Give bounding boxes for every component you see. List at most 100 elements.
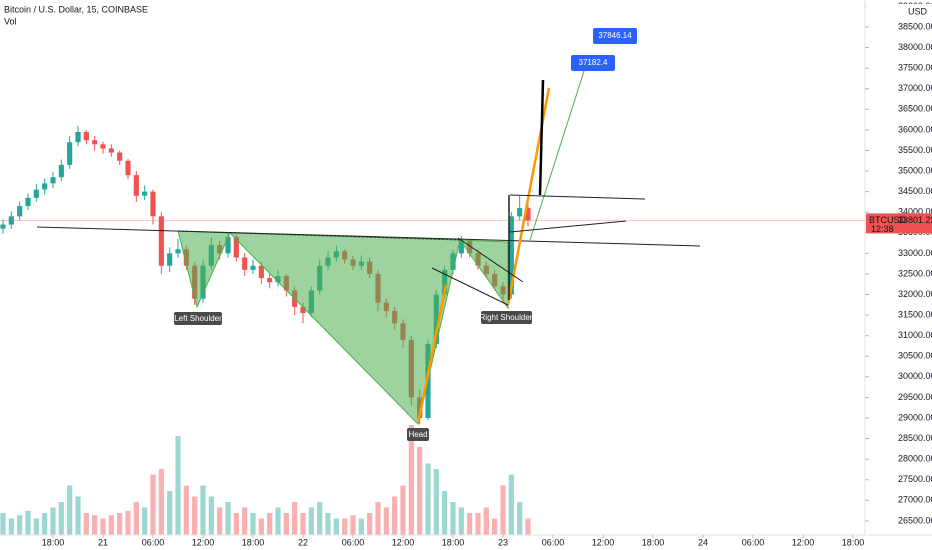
volume-bar [0,513,6,535]
volume-label: Vol [4,16,17,26]
black-line [538,79,545,196]
y-tick-label: 29500.00 [898,392,932,402]
volume-bar [392,496,398,535]
candle-body [83,131,89,141]
x-tick-label: 06:00 [342,537,365,547]
volume-bar [217,507,223,535]
x-tick-label: 12:00 [592,537,615,547]
candle-body [242,257,248,270]
x-tick-label: 21 [98,537,108,547]
candle-body [258,265,264,279]
label-box [481,311,532,324]
target-box [571,55,615,71]
y-tick-label: 31000.00 [898,330,932,340]
x-tick-label: 18:00 [642,537,665,547]
y-tick-label: 29000.00 [898,412,932,422]
candle-body [158,216,164,266]
volume-bar [125,510,131,535]
candle-body [117,152,123,161]
volume-bar [25,510,31,535]
y-tick-label: 28000.00 [898,454,932,464]
volume-bar [192,496,198,535]
volume-bar [175,436,181,535]
volume-bar [150,474,156,535]
volume-bar [258,518,264,535]
x-tick-label: 06:00 [742,537,765,547]
volume-bar [383,507,389,535]
volume-bar [92,515,98,535]
volume-bar [500,485,506,535]
y-tick-label: 30500.00 [898,351,932,361]
candle-body [267,278,273,283]
volume-bar [492,518,498,535]
volume-bar [225,502,231,535]
label-box [407,428,429,441]
orange-line [416,284,448,425]
y-tick-label: 34000.00 [898,207,932,217]
volume-bar [467,513,473,535]
y-tick-label: 32500.00 [898,268,932,278]
candle-body [0,224,6,229]
x-tick-label: 23 [498,537,508,547]
right-shoulder-triangle [459,239,509,310]
volume-bar [425,463,431,535]
volume-bar [108,515,114,535]
y-tick-label: 38500.00 [898,21,932,31]
y-tick-label: 35500.00 [898,145,932,155]
currency: USD [908,6,928,16]
volume-bar [242,507,248,535]
candle-body [58,164,64,178]
volume-bar [8,518,14,535]
x-tick-label: 12:00 [792,537,815,547]
volume-bar [417,447,423,535]
annotation: Head [408,430,427,439]
currency-bg [866,4,932,18]
y-tick-label: 27500.00 [898,474,932,484]
volume-bar [433,469,439,535]
neckline [36,226,701,247]
volume-bar [475,513,481,535]
x-tick-label: 18:00 [242,537,265,547]
volume-bar [450,502,456,535]
volume-bar [117,513,123,535]
y-tick-label: 32000.00 [898,289,932,299]
volume-bar [233,513,239,535]
candle-body [175,249,181,254]
drawings: Left Shoulder Head Right Shoulder 37846.… [36,28,701,441]
volume-bar [517,502,523,535]
volume-bar [275,507,281,535]
x-tick-label: 12:00 [392,537,415,547]
volume-bar [442,491,448,535]
target-label: 37846.14 [598,31,632,40]
last-price-label: 33801.23 [898,215,932,225]
volume-bar [458,507,464,535]
x-tick-label: 18:00 [842,537,865,547]
volume-bar [292,502,298,535]
candles [0,125,531,535]
candle-body [142,191,148,196]
label-box [174,312,222,325]
head-triangle [228,232,461,426]
volume-bar [483,507,489,535]
wedge-line [457,237,524,283]
volume-bar [200,485,206,535]
candle-body [458,241,464,254]
x-tick-label: 06:00 [142,537,165,547]
candle-body [225,236,231,254]
candle-body [150,191,156,217]
volume-bar [133,502,139,535]
volume-bar [400,485,406,535]
y-tick-label: 33000.00 [898,248,932,258]
y-tick-label: 30000.00 [898,371,932,381]
annotation: Right Shoulder [480,313,533,322]
x-tick-label: 18:00 [42,537,65,547]
volume-bar [358,518,364,535]
volume-bar [325,513,331,535]
candle-body [300,306,306,314]
candle-body [92,140,98,145]
candle-body [25,197,31,207]
volume-bar [350,515,356,535]
countdown: 12:38 [871,224,894,234]
